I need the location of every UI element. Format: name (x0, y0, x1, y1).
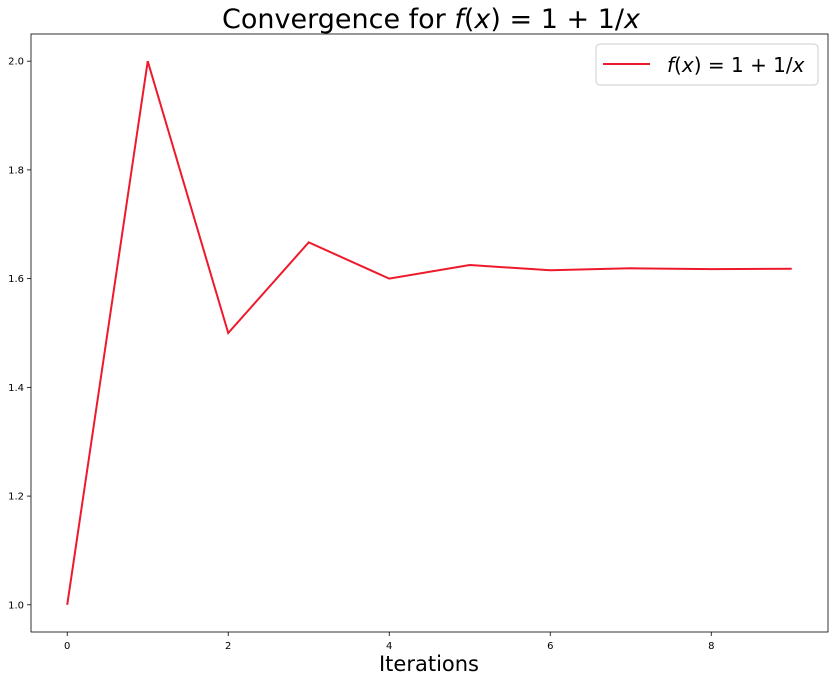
x-axis-title: Iterations (379, 652, 479, 676)
y-axis: 1.0 1.2 1.4 1.6 1.8 2.0 (8, 57, 31, 611)
title-formula-x: x (473, 4, 491, 35)
y-tick-label: 1.2 (8, 492, 24, 503)
series-line (66, 60, 792, 605)
x-tick-label: 6 (547, 641, 553, 652)
legend-box (595, 43, 819, 86)
x-tick-label: 2 (225, 641, 231, 652)
y-tick-label: 1.6 (8, 274, 24, 285)
legend: f(x) = 1 + 1/x (595, 43, 819, 86)
y-tick-label: 1.0 (8, 600, 24, 611)
legend-formula-open: ( (674, 53, 682, 77)
chart-title: Convergence for f(x) = 1 + 1/x (222, 4, 641, 35)
y-tick-label: 1.8 (8, 165, 24, 176)
plot-frame (30, 33, 829, 633)
x-axis: 0 2 4 6 8 (64, 632, 714, 652)
legend-formula-eq: = 1 + 1/ (702, 53, 793, 77)
title-formula-x2: x (623, 4, 641, 35)
title-formula-eq: = 1 + 1/ (501, 4, 625, 35)
plot-series (66, 60, 792, 605)
legend-formula-close: ) (694, 53, 702, 77)
legend-formula-x: x (681, 53, 694, 77)
title-formula-close: ) (490, 4, 501, 35)
legend-label: f(x) = 1 + 1/x (667, 53, 805, 77)
title-formula-open: ( (464, 4, 475, 35)
y-tick-label: 1.4 (8, 383, 24, 394)
x-tick-label: 8 (708, 641, 714, 652)
x-tick-label: 4 (386, 641, 392, 652)
y-tick-label: 2.0 (8, 57, 24, 68)
legend-formula-x2: x (792, 53, 805, 77)
x-tick-label: 0 (64, 641, 70, 652)
legend-formula-f: f (667, 53, 677, 77)
title-prefix: Convergence for (222, 4, 454, 35)
